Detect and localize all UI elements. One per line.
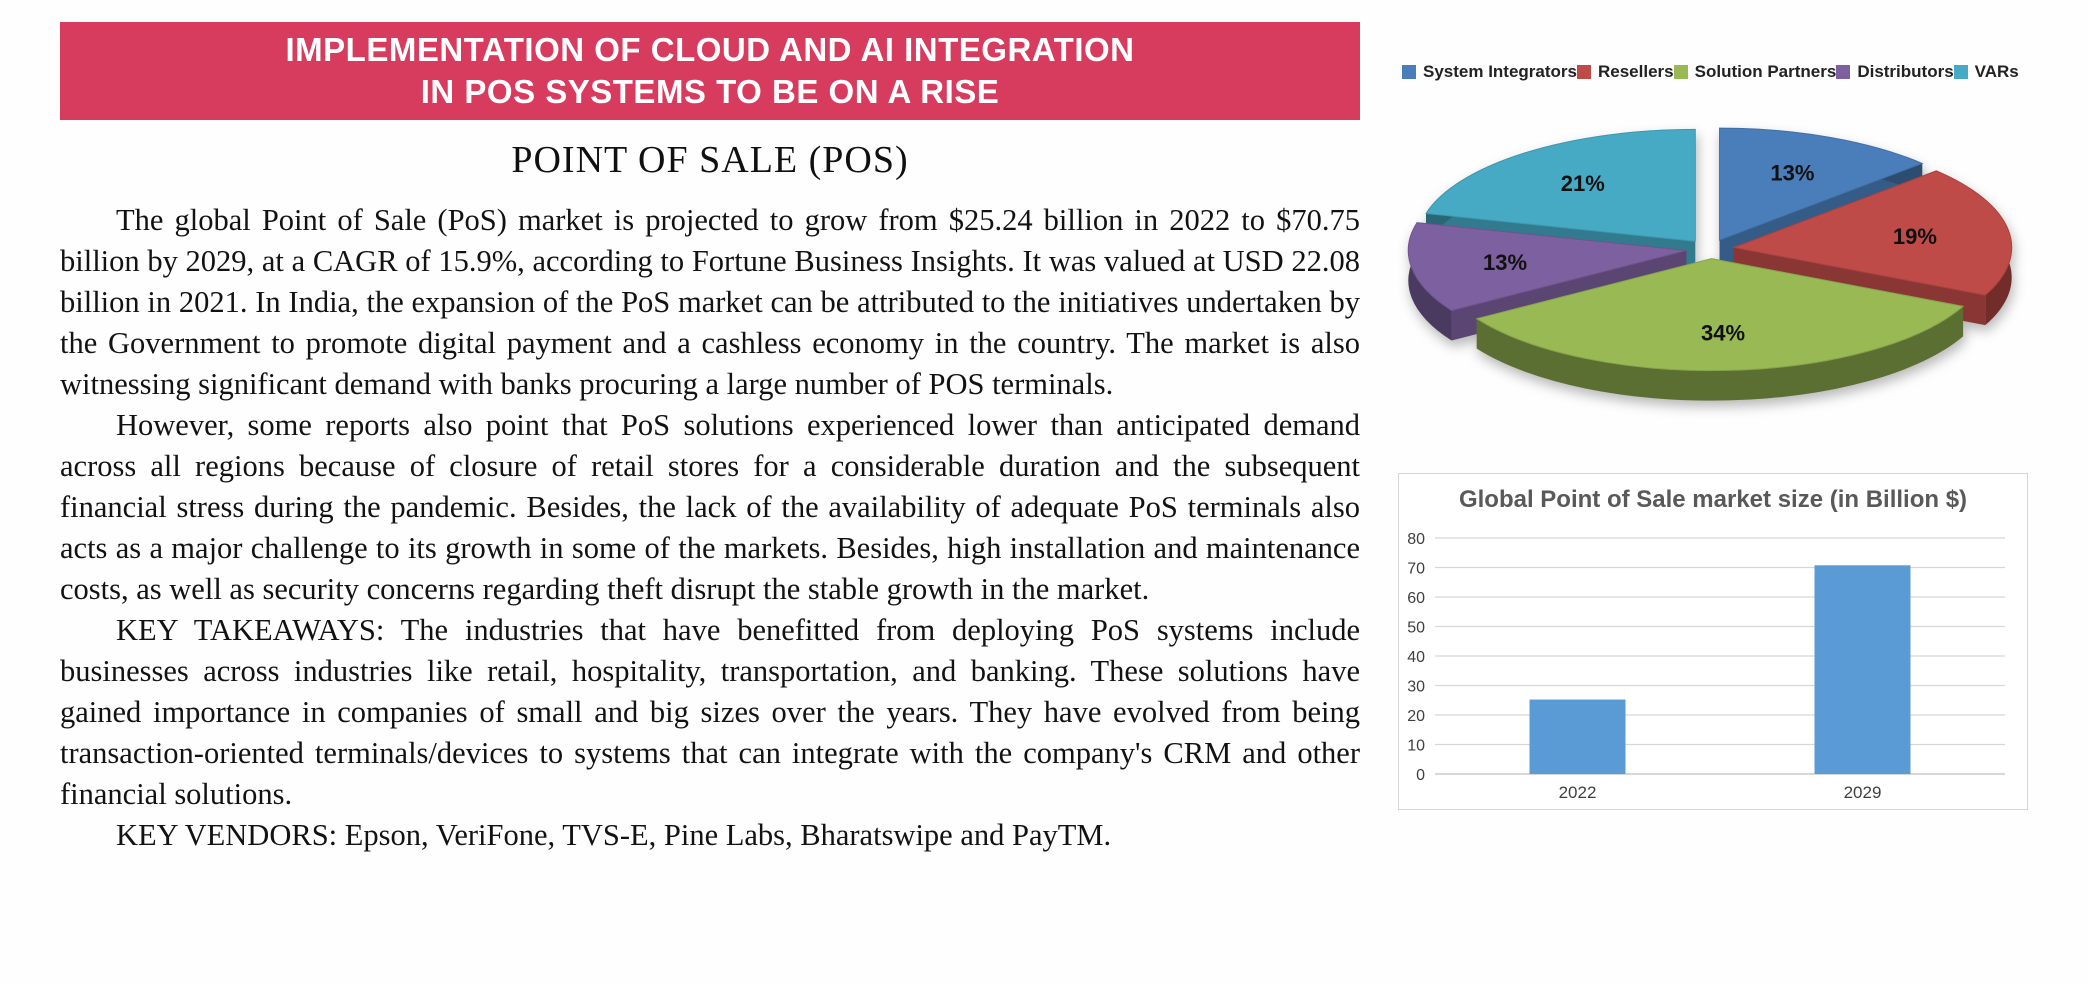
y-tick-label: 30 [1407, 679, 1425, 696]
pie-percent-label: 21% [1561, 171, 1605, 196]
legend-label: Distributors [1857, 62, 1954, 81]
bar [1814, 565, 1911, 774]
legend-item: Distributors [1836, 62, 1954, 82]
banner: IMPLEMENTATION OF CLOUD AND AI INTEGRATI… [60, 22, 1360, 120]
bar-chart-title: Global Point of Sale market size (in Bil… [1458, 486, 1968, 513]
y-tick-label: 80 [1407, 531, 1425, 548]
legend-swatch-icon [1402, 65, 1416, 79]
x-category-label: 2022 [1559, 783, 1597, 802]
article-body: The global Point of Sale (PoS) market is… [60, 200, 1360, 856]
bar [1529, 699, 1626, 774]
article-paragraph: The global Point of Sale (PoS) market is… [60, 203, 1360, 401]
pie-slice-side [1476, 306, 1964, 401]
y-tick-label: 50 [1407, 620, 1425, 637]
legend-item: Solution Partners [1673, 62, 1837, 82]
legend-swatch-icon [1953, 65, 1968, 79]
page-title: POINT OF SALE (POS) [511, 139, 909, 181]
y-tick-label: 0 [1416, 767, 1425, 784]
pie-percent-label: 13% [1483, 250, 1527, 275]
bar-chart-panel: Global Point of Sale market size (in Bil… [1398, 473, 2028, 810]
pie-chart: 13% 19% 34% 13% 21% [1407, 127, 2013, 401]
banner-line-2: IN POS SYSTEMS TO BE ON A RISE [420, 73, 1000, 110]
legend-item: Resellers [1577, 62, 1674, 82]
article-paragraph: KEY VENDORS: Epson, VeriFone, TVS-E, Pin… [116, 818, 1112, 852]
x-category-label: 2029 [1844, 783, 1882, 802]
legend-label: Resellers [1598, 62, 1674, 81]
pie-slice [1731, 170, 2013, 296]
legend-label: VARs [1974, 62, 2019, 81]
banner-line-1: IMPLEMENTATION OF CLOUD AND AI INTEGRATI… [285, 31, 1135, 68]
pie-slice-side [1408, 222, 1452, 341]
pie-percent-label: 34% [1701, 320, 1745, 345]
y-tick-label: 70 [1407, 561, 1425, 578]
pie-slice [1719, 127, 1924, 241]
y-tick-label: 20 [1407, 708, 1425, 725]
legend-label: System Integrators [1423, 62, 1577, 81]
bar-chart: 0 10 20 30 40 50 60 70 80 2022 2029 [1407, 531, 2005, 802]
y-tick-label: 10 [1407, 738, 1425, 755]
y-tick-label: 60 [1407, 590, 1425, 607]
legend-item: VARs [1953, 62, 2019, 82]
pie-slice [1407, 222, 1687, 312]
legend-swatch-icon [1836, 65, 1851, 79]
article-paragraph: However, some reports also point that Po… [60, 408, 1360, 606]
pie-percent-label: 19% [1893, 224, 1937, 249]
article-paragraph: KEY TAKEAWAYS: The industries that have … [60, 613, 1360, 811]
legend-item: System Integrators [1402, 62, 1577, 82]
pie-slice [1475, 258, 1965, 372]
pie-percent-label: 13% [1770, 160, 1814, 185]
pie-legend: System Integrators Resellers Solution Part… [1402, 62, 2019, 82]
legend-swatch-icon [1577, 65, 1591, 79]
pie-slice [1425, 128, 1696, 242]
legend-swatch-icon [1673, 65, 1688, 79]
legend-label: Solution Partners [1694, 62, 1837, 81]
y-tick-label: 40 [1407, 649, 1425, 666]
